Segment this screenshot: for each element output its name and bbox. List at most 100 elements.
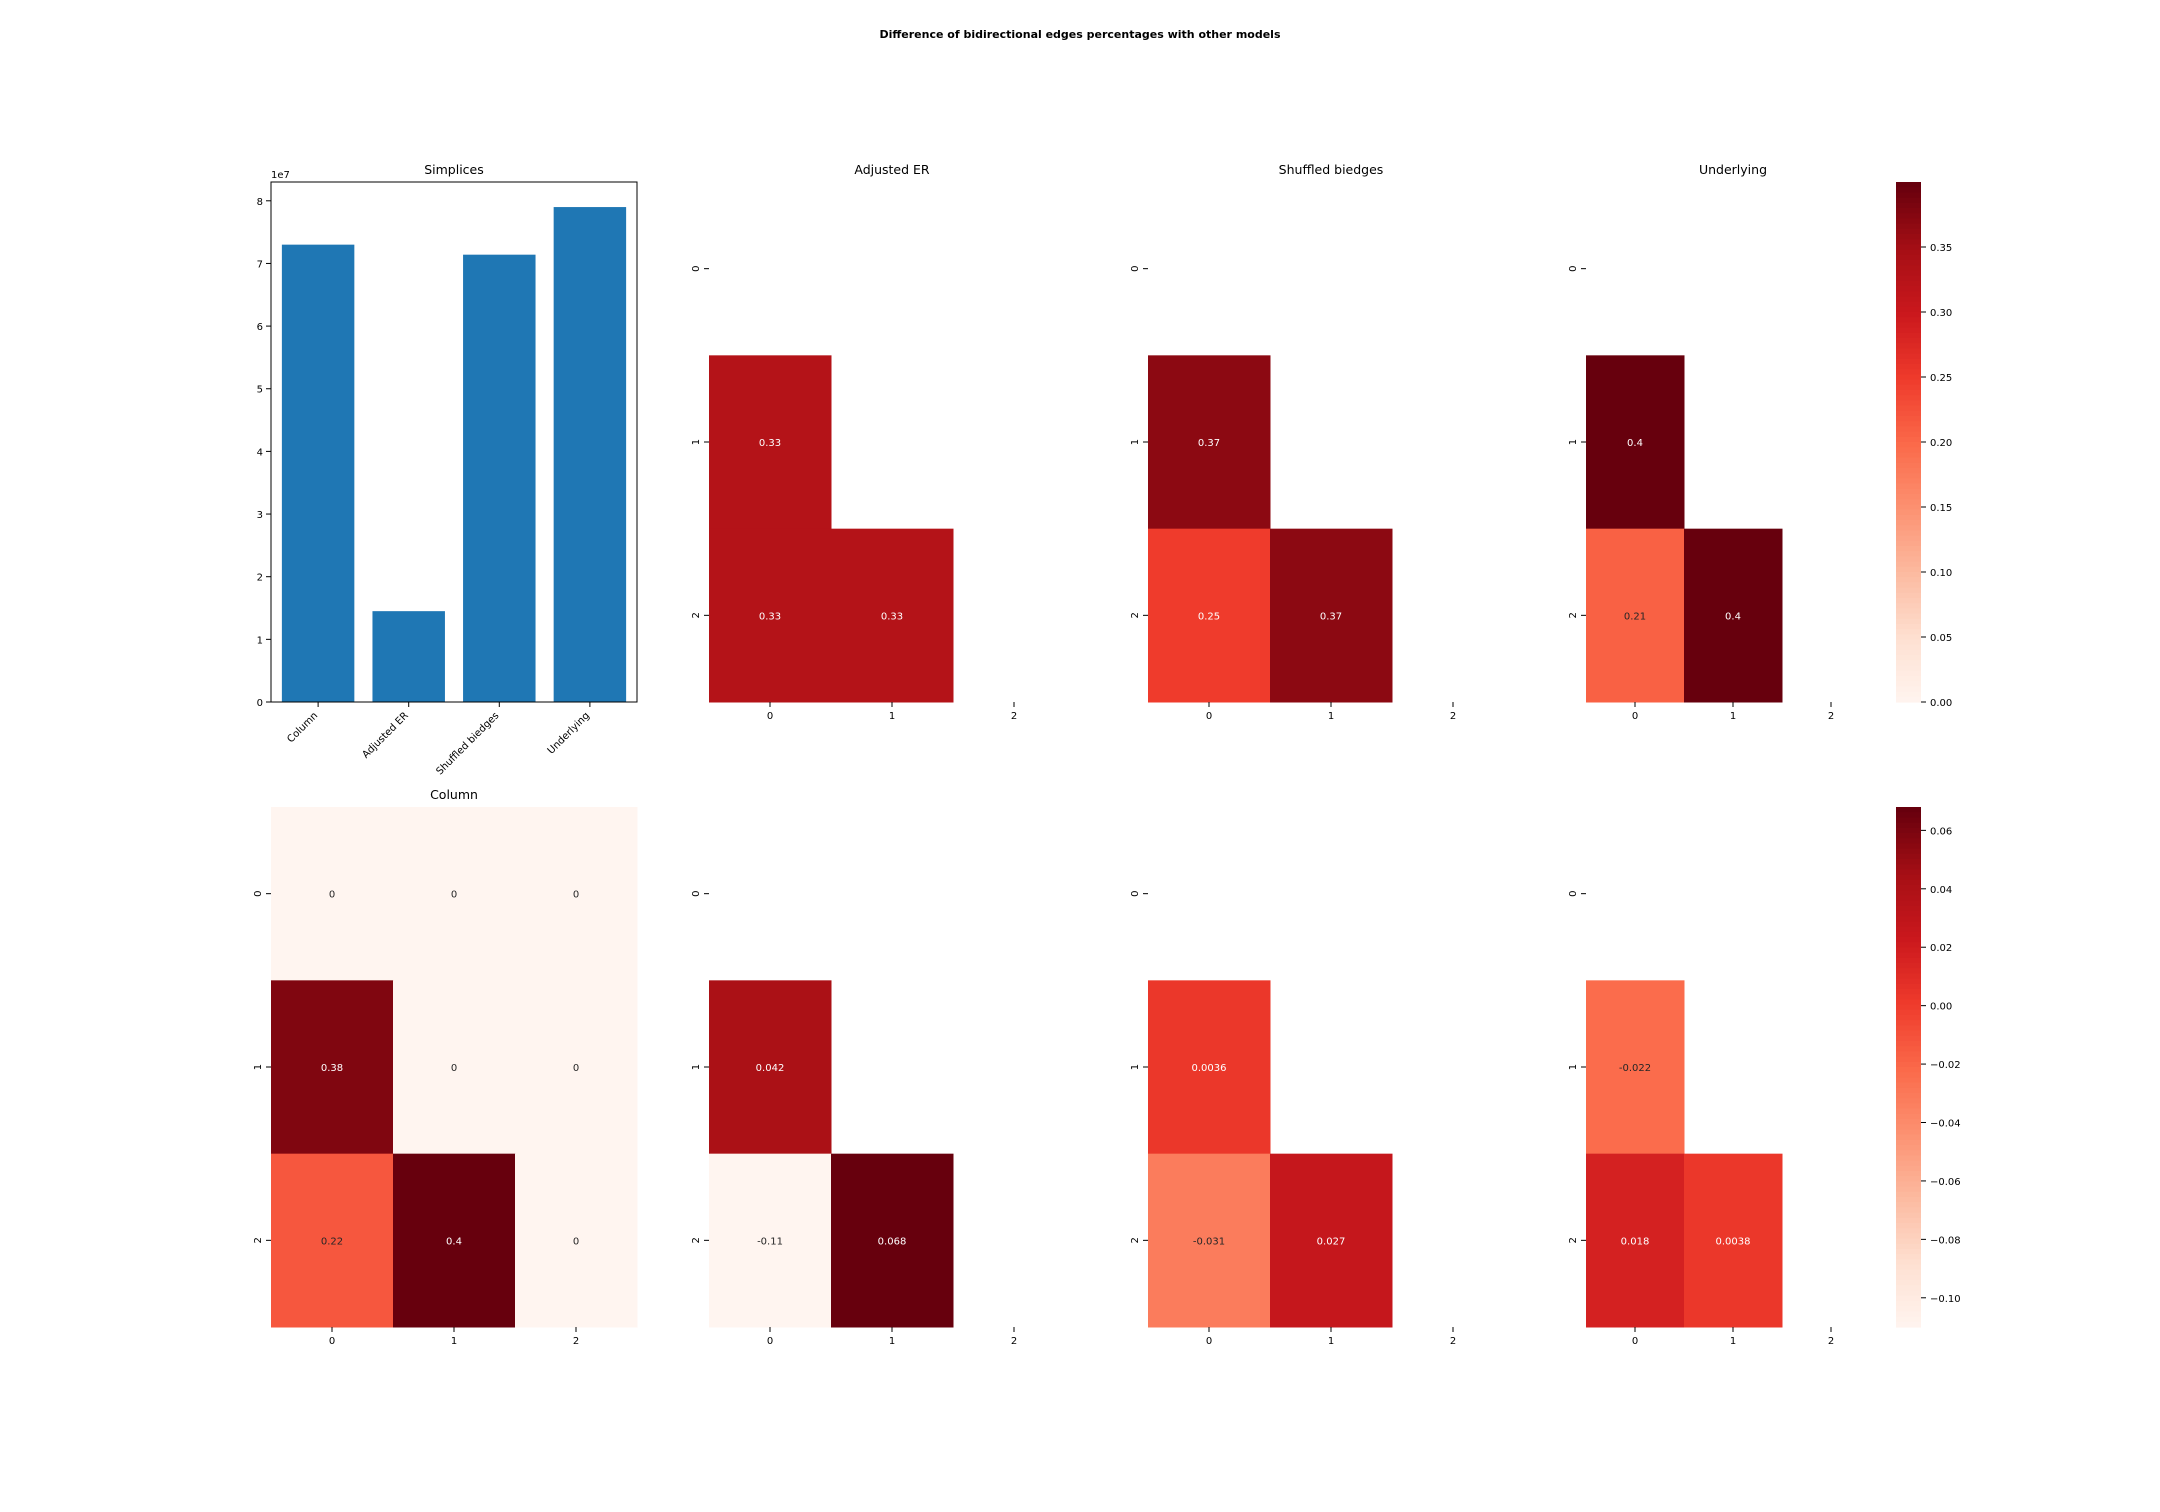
colorbar-segment [1896, 905, 1921, 912]
y-tick-label: 1 [257, 635, 263, 646]
colorbar-segment [1896, 514, 1921, 521]
colorbar-segment [1896, 343, 1921, 349]
y-tick-label: 1 [691, 439, 702, 445]
cell-value-label: 0.22 [321, 1236, 343, 1247]
colorbar-segment [1896, 1108, 1921, 1115]
colorbar-tick-label: 0.04 [1930, 885, 1952, 896]
x-tick-label: 2 [1450, 1336, 1456, 1347]
y-tick-label: 2 [257, 573, 263, 584]
colorbar-segment [1896, 208, 1921, 214]
colorbar-segment [1896, 916, 1921, 922]
colorbar-segment [1896, 1046, 1921, 1052]
x-tick-label: 0 [767, 1336, 773, 1347]
colorbar-segment [1896, 566, 1921, 573]
colorbar-segment [1896, 994, 1921, 1000]
heatmap-cell [271, 807, 394, 981]
colorbar-segment [1896, 822, 1921, 829]
cell-value-label: 0.0038 [1716, 1236, 1751, 1247]
colorbar-segment [1896, 286, 1921, 292]
colorbar-segment [1896, 1217, 1921, 1224]
colorbar-segment [1896, 197, 1921, 204]
colorbar-segment [1896, 530, 1921, 537]
y-tick-label: 0 [1130, 890, 1141, 896]
x-tick-label: 0 [329, 1336, 335, 1347]
colorbar-segment [1896, 921, 1921, 928]
colorbar-segment [1896, 442, 1921, 448]
colorbar-segment [1896, 1098, 1921, 1104]
colorbar-segment [1896, 1134, 1921, 1141]
colorbar-segment [1896, 1259, 1921, 1266]
heatmap-cell [1148, 528, 1271, 703]
colorbar-segment [1896, 1197, 1921, 1203]
colorbar-segment [1896, 989, 1921, 995]
colorbar-segment [1896, 1264, 1921, 1271]
cell-value-label: 0.33 [881, 611, 903, 622]
cell-value-label: 0.4 [1627, 438, 1643, 449]
colorbar-segment [1896, 1316, 1921, 1323]
colorbar-segment [1896, 447, 1921, 453]
colorbar-tick-label: −0.04 [1930, 1119, 1961, 1130]
colorbar-segment [1896, 968, 1921, 974]
heatmap-cell [1586, 1153, 1685, 1328]
colorbar-segment [1896, 838, 1921, 844]
colorbar-segment [1896, 1113, 1921, 1120]
cell-value-label: 0.068 [878, 1236, 907, 1247]
heat-column-bottom: 0 0 0 0.38 0 0 0.22 0.4 0 0 1 2 0 1 2 Column [253, 787, 638, 1347]
colorbar-segment [1896, 1254, 1921, 1260]
colorbar-segment [1896, 551, 1921, 557]
colorbar-segment [1896, 957, 1921, 964]
colorbar-segment [1896, 332, 1921, 339]
colorbar-segment [1896, 603, 1921, 609]
heat-adjusted-er-top: 0.33 0.33 0.33 0 1 2 0 1 2 Adjusted ER [691, 162, 1017, 722]
colorbar-segment [1896, 384, 1921, 391]
colorbar-segment [1896, 426, 1921, 433]
cell-value-label: 0.37 [1198, 438, 1220, 449]
colorbar-segment [1896, 1202, 1921, 1208]
y-tick-label: 1 [691, 1064, 702, 1070]
y-tick-label: 0 [691, 265, 702, 271]
colorbar-segment [1896, 1228, 1921, 1234]
x-tick-label: 2 [1450, 711, 1456, 722]
colorbar-segment [1896, 369, 1921, 375]
colorbar-segment [1896, 665, 1921, 672]
colorbar-segment [1896, 483, 1921, 490]
colorbar-segment [1896, 1077, 1921, 1084]
colorbar-segment [1896, 1223, 1921, 1229]
colorbar-segment [1896, 926, 1921, 933]
heatmap-cell [709, 528, 832, 703]
colorbar-segment [1896, 1290, 1921, 1297]
heatmap-cell [709, 980, 832, 1155]
colorbar-segment [1896, 468, 1921, 474]
colorbar-segment [1896, 1181, 1921, 1188]
colorbar-segment [1896, 696, 1921, 703]
colorbar-segment [1896, 973, 1921, 980]
colorbar-segment [1896, 670, 1921, 677]
colorbar-segment [1896, 218, 1921, 225]
heatmap-cell [393, 807, 516, 981]
heatmap-cell [393, 1153, 516, 1328]
colorbar-segment [1896, 1041, 1921, 1047]
cell-value-label: 0 [451, 1063, 457, 1074]
heat-underlying-bottom: -0.022 0.018 0.0038 0 1 2 0 1 2 [1568, 890, 1834, 1347]
colorbar-segment [1896, 983, 1921, 990]
colorbar-segment [1896, 244, 1921, 251]
panel-title: Column [430, 787, 478, 802]
colorbar-segment [1896, 1030, 1921, 1037]
colorbar-segment [1896, 239, 1921, 245]
colorbar-segment [1896, 395, 1921, 401]
heat-underlying-top: 0.4 0.21 0.4 0 1 2 0 1 2 Underlying [1568, 162, 1834, 722]
colorbar-segment [1896, 952, 1921, 959]
colorbar-segment [1896, 1035, 1921, 1042]
y-tick-label: 2 [253, 1237, 264, 1243]
colorbar-segment [1896, 582, 1921, 589]
colorbar-tick-label: 0.35 [1930, 243, 1952, 254]
colorbar-segment [1896, 546, 1921, 552]
colorbar-segment [1896, 1212, 1921, 1219]
colorbar-segment [1896, 634, 1921, 641]
colorbar-segment [1896, 301, 1921, 308]
y-tick-label: 2 [691, 612, 702, 618]
colorbar-segment [1896, 1015, 1921, 1021]
colorbar-segment [1896, 525, 1921, 531]
colorbar-segment [1896, 629, 1921, 635]
colorbar-segment [1896, 405, 1921, 412]
